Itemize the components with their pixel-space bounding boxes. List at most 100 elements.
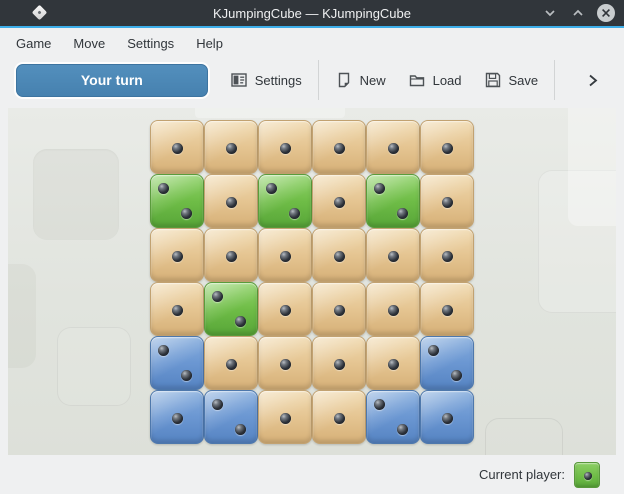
- cube-r3-c4[interactable]: [312, 227, 366, 282]
- load-button-label: Load: [432, 72, 462, 88]
- cube-r1-c4[interactable]: [312, 119, 366, 174]
- cube-r1-c1[interactable]: [150, 119, 204, 174]
- new-button[interactable]: New: [331, 62, 390, 98]
- turn-indicator-button[interactable]: Your turn: [16, 63, 208, 97]
- background-decoration: [538, 170, 616, 313]
- background-decoration: [57, 327, 131, 406]
- pip: [388, 142, 399, 154]
- cube-r2-c3[interactable]: [258, 173, 312, 228]
- cube-r3-c3[interactable]: [258, 227, 312, 282]
- pip: [442, 250, 453, 262]
- pip: [397, 423, 408, 435]
- game-board: [150, 119, 474, 444]
- minimize-button[interactable]: [540, 3, 560, 23]
- pip: [172, 142, 183, 154]
- cube-r5-c3[interactable]: [258, 335, 312, 390]
- cube-r2-c5[interactable]: [366, 173, 420, 228]
- cube-r3-c6[interactable]: [420, 227, 474, 282]
- cube-r4-c3[interactable]: [258, 281, 312, 336]
- cube-r5-c2[interactable]: [204, 335, 258, 390]
- cube-r2-c2[interactable]: [204, 173, 258, 228]
- pip: [388, 358, 399, 370]
- settings-button-label: Settings: [254, 72, 302, 88]
- background-decoration: [33, 149, 119, 240]
- background-decoration: [8, 264, 36, 368]
- pip: [280, 250, 291, 262]
- pip: [334, 142, 345, 154]
- background-decoration: [568, 108, 616, 226]
- toolbar-overflow-button[interactable]: [567, 73, 610, 88]
- cube-r5-c1[interactable]: [150, 335, 204, 390]
- pip: [442, 196, 453, 208]
- toolbar-separator: [317, 60, 319, 100]
- pip: [235, 315, 246, 327]
- cube-r3-c2[interactable]: [204, 227, 258, 282]
- menu-move[interactable]: Move: [73, 35, 106, 51]
- pip: [442, 412, 453, 424]
- cube-r1-c6[interactable]: [420, 119, 474, 174]
- save-button[interactable]: Save: [480, 62, 543, 98]
- pip: [334, 196, 345, 208]
- pip: [374, 398, 385, 410]
- titlebar: KJumpingCube — KJumpingCube: [0, 0, 624, 28]
- cube-r1-c3[interactable]: [258, 119, 312, 174]
- cube-r4-c4[interactable]: [312, 281, 366, 336]
- pip: [280, 304, 291, 316]
- pip: [212, 398, 223, 410]
- cube-r1-c5[interactable]: [366, 119, 420, 174]
- cube-r1-c2[interactable]: [204, 119, 258, 174]
- cube-r5-c5[interactable]: [366, 335, 420, 390]
- pip: [334, 250, 345, 262]
- pip: [212, 290, 223, 302]
- statusbar: Current player:: [0, 455, 624, 494]
- pip: [388, 250, 399, 262]
- menu-help[interactable]: Help: [196, 35, 223, 51]
- cube-r5-c4[interactable]: [312, 335, 366, 390]
- pip: [334, 412, 345, 424]
- cube-r6-c5[interactable]: [366, 389, 420, 444]
- pip: [334, 358, 345, 370]
- cube-r6-c6[interactable]: [420, 389, 474, 444]
- toolbar: Your turn Settings New Lo: [0, 58, 624, 102]
- chevron-down-icon: [545, 10, 555, 17]
- pip: [181, 207, 192, 219]
- cube-r2-c4[interactable]: [312, 173, 366, 228]
- cube-r2-c6[interactable]: [420, 173, 474, 228]
- pip: [280, 358, 291, 370]
- pip: [235, 423, 246, 435]
- pip: [226, 358, 237, 370]
- cube-r4-c6[interactable]: [420, 281, 474, 336]
- menu-game[interactable]: Game: [16, 35, 52, 51]
- pip: [374, 182, 385, 194]
- cube-r2-c1[interactable]: [150, 173, 204, 228]
- pip: [280, 142, 291, 154]
- cube-r3-c5[interactable]: [366, 227, 420, 282]
- window-title: KJumpingCube — KJumpingCube: [213, 5, 411, 21]
- settings-button[interactable]: Settings: [226, 62, 306, 98]
- pip: [266, 182, 277, 194]
- pip: [388, 304, 399, 316]
- menubar: Game Move Settings Help: [0, 28, 624, 58]
- menu-settings[interactable]: Settings: [127, 35, 175, 51]
- cube-r3-c1[interactable]: [150, 227, 204, 282]
- cube-r6-c2[interactable]: [204, 389, 258, 444]
- cube-r6-c1[interactable]: [150, 389, 204, 444]
- pip: [226, 142, 237, 154]
- cube-r4-c1[interactable]: [150, 281, 204, 336]
- cube-r6-c3[interactable]: [258, 389, 312, 444]
- toolbar-separator: [554, 60, 556, 100]
- pip: [584, 471, 592, 480]
- cube-r4-c5[interactable]: [366, 281, 420, 336]
- current-player-swatch: [574, 461, 600, 488]
- pip: [172, 304, 183, 316]
- pip: [334, 304, 345, 316]
- cube-r5-c6[interactable]: [420, 335, 474, 390]
- cube-r4-c2[interactable]: [204, 281, 258, 336]
- folder-open-icon: [409, 75, 424, 87]
- new-button-label: New: [359, 72, 386, 88]
- close-button[interactable]: [596, 3, 616, 23]
- maximize-button[interactable]: [568, 3, 588, 23]
- cube-r6-c4[interactable]: [312, 389, 366, 444]
- load-button[interactable]: Load: [404, 62, 466, 98]
